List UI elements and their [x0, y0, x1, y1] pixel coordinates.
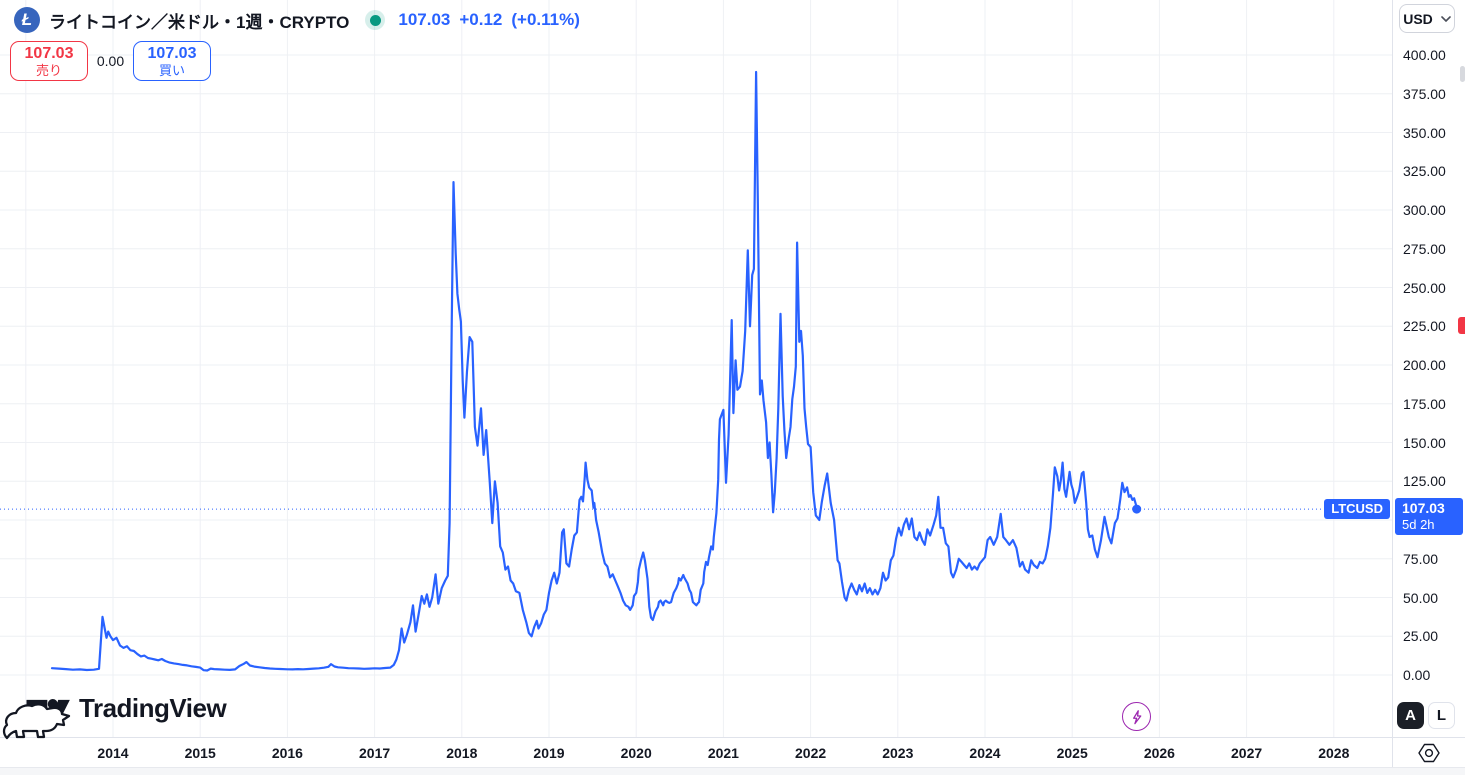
price-tick: 0.00: [1403, 667, 1431, 683]
year-tick: 2014: [97, 745, 129, 761]
price-change-pct: (+0.11%): [511, 10, 580, 29]
chevron-down-icon: [1440, 15, 1451, 22]
price-tick: 225.00: [1403, 318, 1446, 335]
sell-price: 107.03: [24, 44, 74, 62]
buy-button[interactable]: 107.03 買い: [133, 41, 211, 81]
time-axis[interactable]: 2014 2015 2016 2017 2018 2019 2020 2021 2022 2023…: [0, 737, 1392, 767]
price-tick: 350.00: [1403, 124, 1446, 141]
scrollbar-thumb[interactable]: [1460, 66, 1465, 82]
year-tick: 2025: [1056, 745, 1088, 761]
flash-button[interactable]: [1122, 702, 1151, 731]
price-tick: 150.00: [1403, 434, 1446, 451]
year-tick: 2015: [184, 745, 216, 761]
sell-label: 売り: [35, 62, 62, 78]
price-tick: 75.00: [1403, 550, 1439, 567]
sell-button[interactable]: 107.03 売り: [10, 41, 88, 81]
scale-settings-button[interactable]: [1392, 737, 1465, 767]
price-tick: 175.00: [1403, 395, 1446, 412]
last-price-axis-label: 107.03 5d 2h: [1395, 498, 1463, 536]
year-tick: 2017: [359, 745, 391, 761]
price-tick: 25.00: [1403, 628, 1439, 645]
red-edge-marker: [1458, 317, 1465, 334]
year-tick: 2027: [1231, 745, 1263, 761]
year-tick: 2023: [882, 745, 914, 761]
lightning-icon: [1132, 709, 1141, 724]
hexagon-settings-icon: [1418, 743, 1440, 762]
price-line-series: [50, 70, 1138, 672]
axis-label-countdown: 5d 2h: [1402, 517, 1435, 533]
price-tick: 50.00: [1403, 589, 1439, 606]
year-tick: 2021: [707, 745, 739, 761]
buy-price: 107.03: [147, 44, 197, 62]
axis-label-price: 107.03: [1402, 500, 1445, 517]
price-change: +0.12: [459, 10, 503, 29]
price-tick: 300.00: [1403, 202, 1446, 218]
chart-canvas[interactable]: Ł ライトコイン／米ドル・1週・CRYPTO 107.03 +0.12 (+0.…: [0, 0, 1392, 740]
price-tick: 325.00: [1403, 163, 1446, 180]
spread-value: 0.00: [96, 53, 125, 69]
year-tick: 2028: [1318, 745, 1350, 761]
trade-panel: 107.03 売り 0.00 107.03 買い: [10, 41, 211, 81]
price-tick: 275.00: [1403, 240, 1446, 257]
year-tick: 2020: [620, 745, 652, 761]
chart-header: Ł ライトコイン／米ドル・1週・CRYPTO 107.03 +0.12 (+0.…: [14, 7, 580, 33]
price-chart: [0, 0, 1392, 737]
log-scale-button[interactable]: L: [1428, 702, 1455, 729]
currency-label: USD: [1403, 10, 1433, 27]
price-tick: 200.00: [1403, 357, 1446, 373]
currency-dropdown[interactable]: USD: [1399, 4, 1455, 33]
price-tick: 250.00: [1403, 279, 1446, 296]
last-point-dot: [1132, 504, 1142, 514]
year-tick: 2022: [795, 745, 827, 761]
quote-values: 107.03 +0.12 (+0.11%): [398, 10, 580, 30]
year-tick: 2018: [446, 745, 478, 761]
bottom-strip: [0, 767, 1465, 775]
auto-scale-button[interactable]: A: [1397, 702, 1424, 729]
last-price: 107.03: [398, 10, 451, 29]
year-tick: 2024: [969, 745, 1001, 761]
market-status-icon[interactable]: [365, 10, 386, 30]
market-open-dot-icon: [369, 14, 381, 26]
symbol-title[interactable]: ライトコイン／米ドル・1週・CRYPTO: [49, 12, 350, 32]
litecoin-logo-icon: Ł: [14, 7, 40, 33]
year-tick: 2019: [533, 745, 565, 761]
price-tick: 375.00: [1403, 85, 1446, 102]
price-tick: 125.00: [1403, 473, 1446, 490]
year-tick: 2026: [1143, 745, 1175, 761]
tradingview-wordmark: TradingView: [79, 693, 227, 723]
litecoin-glyph: Ł: [21, 10, 33, 29]
dinosaur-doodle-icon: [2, 703, 71, 740]
price-tick: 400.00: [1403, 47, 1446, 63]
price-axis[interactable]: USD 400.00 375.00 350.00 325.00 300.00 275.00…: [1392, 0, 1465, 737]
buy-label: 買い: [158, 62, 185, 78]
year-tick: 2016: [271, 745, 303, 761]
symbol-price-tag: LTCUSD: [1324, 499, 1390, 520]
